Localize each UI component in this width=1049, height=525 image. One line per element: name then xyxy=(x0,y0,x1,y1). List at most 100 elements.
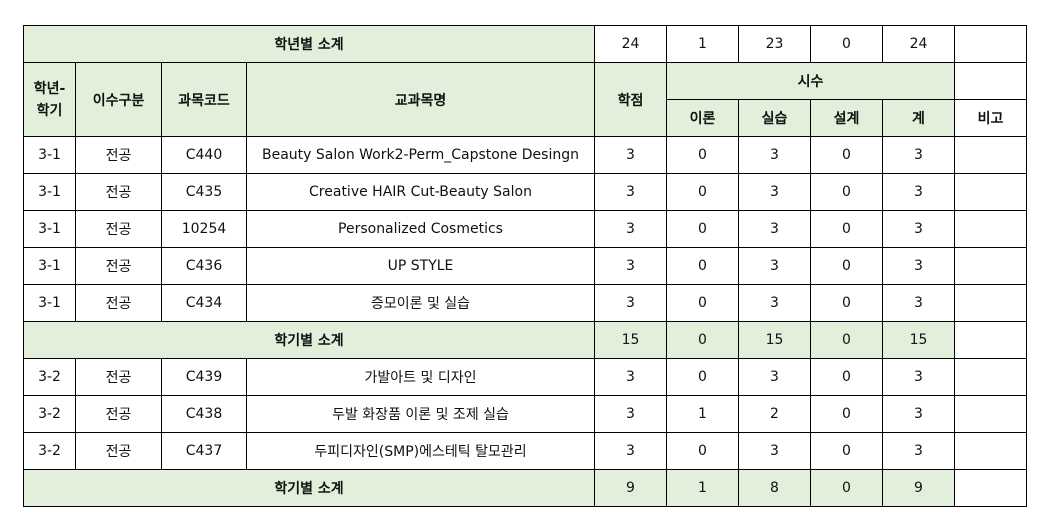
cell-term: 3-1 xyxy=(23,284,76,322)
cell-term: 3-2 xyxy=(23,432,76,470)
cell-note xyxy=(954,210,1027,248)
semester-subtotal-row: 학기별 소계 15 0 15 0 15 xyxy=(23,321,1027,359)
header-category: 이수구분 xyxy=(75,62,162,137)
cell-term: 3-1 xyxy=(23,247,76,285)
header-note: 비고 xyxy=(954,99,1027,137)
cell-note xyxy=(954,173,1027,211)
cell-note xyxy=(954,284,1027,322)
cell-term: 3-2 xyxy=(23,395,76,433)
year-total: 24 xyxy=(882,25,955,63)
cell-name: 가발아트 및 디자인 xyxy=(246,358,595,396)
year-credits: 24 xyxy=(594,25,667,63)
cell-code: 10254 xyxy=(161,210,247,248)
cell-category: 전공 xyxy=(75,210,162,248)
cell-theory: 0 xyxy=(666,358,739,396)
table-row: 3-2 전공 C437 두피디자인(SMP)에스테틱 탈모관리 3 0 3 0 3 xyxy=(23,432,1027,470)
cell-total: 3 xyxy=(882,247,955,285)
header-theory: 이론 xyxy=(666,99,739,137)
year-theory: 1 xyxy=(666,25,739,63)
subtotal-theory: 0 xyxy=(666,321,739,359)
cell-category: 전공 xyxy=(75,284,162,322)
cell-code: C434 xyxy=(161,284,247,322)
subtotal-note xyxy=(954,469,1027,507)
table-row: 3-2 전공 C438 두발 화장품 이론 및 조제 실습 3 1 2 0 3 xyxy=(23,395,1027,433)
cell-practice: 3 xyxy=(738,210,811,248)
year-note xyxy=(954,25,1027,63)
curriculum-table: 학년별 소계 24 1 23 0 24 학년- 학기 이수구분 과목코드 교과목… xyxy=(23,25,1027,507)
cell-code: C436 xyxy=(161,247,247,285)
cell-category: 전공 xyxy=(75,136,162,174)
cell-design: 0 xyxy=(810,136,883,174)
table-row: 3-1 전공 10254 Personalized Cosmetics 3 0 3 0 3 xyxy=(23,210,1027,248)
header-row-2: 이론 실습 설계 계 비고 xyxy=(24,99,1027,137)
cell-total: 3 xyxy=(882,136,955,174)
cell-note xyxy=(954,358,1027,396)
cell-design: 0 xyxy=(810,210,883,248)
cell-theory: 0 xyxy=(666,173,739,211)
subtotal-label: 학기별 소계 xyxy=(23,469,595,507)
cell-name: 증모이론 및 실습 xyxy=(246,284,595,322)
year-subtotal-label: 학년별 소계 xyxy=(23,25,595,63)
table-row: 3-2 전공 C439 가발아트 및 디자인 3 0 3 0 3 xyxy=(23,358,1027,396)
cell-name: Beauty Salon Work2-Perm_Capstone Desingn xyxy=(246,136,595,174)
cell-design: 0 xyxy=(810,358,883,396)
cell-theory: 0 xyxy=(666,284,739,322)
cell-note xyxy=(954,247,1027,285)
table-row: 3-1 전공 C440 Beauty Salon Work2-Perm_Capston… xyxy=(23,136,1027,174)
subtotal-total: 15 xyxy=(882,321,955,359)
cell-design: 0 xyxy=(810,247,883,285)
header-code: 과목코드 xyxy=(161,62,247,137)
cell-term: 3-2 xyxy=(23,358,76,396)
cell-theory: 0 xyxy=(666,247,739,285)
header-design: 설계 xyxy=(810,99,883,137)
cell-term: 3-1 xyxy=(23,136,76,174)
cell-design: 0 xyxy=(810,284,883,322)
cell-code: C437 xyxy=(161,432,247,470)
cell-total: 3 xyxy=(882,284,955,322)
cell-practice: 3 xyxy=(738,284,811,322)
cell-total: 3 xyxy=(882,395,955,433)
table-row: 3-1 전공 C436 UP STYLE 3 0 3 0 3 xyxy=(23,247,1027,285)
header-row-1: 학년- 학기 이수구분 과목코드 교과목명 학점 시수 xyxy=(23,62,1027,137)
cell-note xyxy=(954,395,1027,433)
cell-credits: 3 xyxy=(594,432,667,470)
header-practice: 실습 xyxy=(738,99,811,137)
cell-name: Personalized Cosmetics xyxy=(246,210,595,248)
cell-total: 3 xyxy=(882,173,955,211)
cell-credits: 3 xyxy=(594,210,667,248)
cell-category: 전공 xyxy=(75,173,162,211)
subtotal-design: 0 xyxy=(810,469,883,507)
cell-credits: 3 xyxy=(594,173,667,211)
cell-category: 전공 xyxy=(75,247,162,285)
cell-design: 0 xyxy=(810,432,883,470)
header-credits: 학점 xyxy=(594,62,667,137)
cell-design: 0 xyxy=(810,173,883,211)
cell-name: UP STYLE xyxy=(246,247,595,285)
subtotal-credits: 15 xyxy=(594,321,667,359)
cell-name: 두피디자인(SMP)에스테틱 탈모관리 xyxy=(246,432,595,470)
subtotal-total: 9 xyxy=(882,469,955,507)
cell-credits: 3 xyxy=(594,358,667,396)
cell-code: C440 xyxy=(161,136,247,174)
table-row: 3-1 전공 C434 증모이론 및 실습 3 0 3 0 3 xyxy=(23,284,1027,322)
cell-category: 전공 xyxy=(75,432,162,470)
subtotal-theory: 1 xyxy=(666,469,739,507)
cell-name: Creative HAIR Cut-Beauty Salon xyxy=(246,173,595,211)
cell-category: 전공 xyxy=(75,358,162,396)
cell-theory: 0 xyxy=(666,432,739,470)
cell-total: 3 xyxy=(882,432,955,470)
cell-credits: 3 xyxy=(594,395,667,433)
subtotal-credits: 9 xyxy=(594,469,667,507)
cell-credits: 3 xyxy=(594,284,667,322)
cell-total: 3 xyxy=(882,210,955,248)
cell-code: C435 xyxy=(161,173,247,211)
year-design: 0 xyxy=(810,25,883,63)
cell-practice: 3 xyxy=(738,173,811,211)
cell-practice: 3 xyxy=(738,247,811,285)
cell-term: 3-1 xyxy=(23,173,76,211)
header-total: 계 xyxy=(882,99,955,137)
year-practice: 23 xyxy=(738,25,811,63)
subtotal-design: 0 xyxy=(810,321,883,359)
header-term: 학년- 학기 xyxy=(23,62,76,137)
header-name: 교과목명 xyxy=(246,62,595,137)
